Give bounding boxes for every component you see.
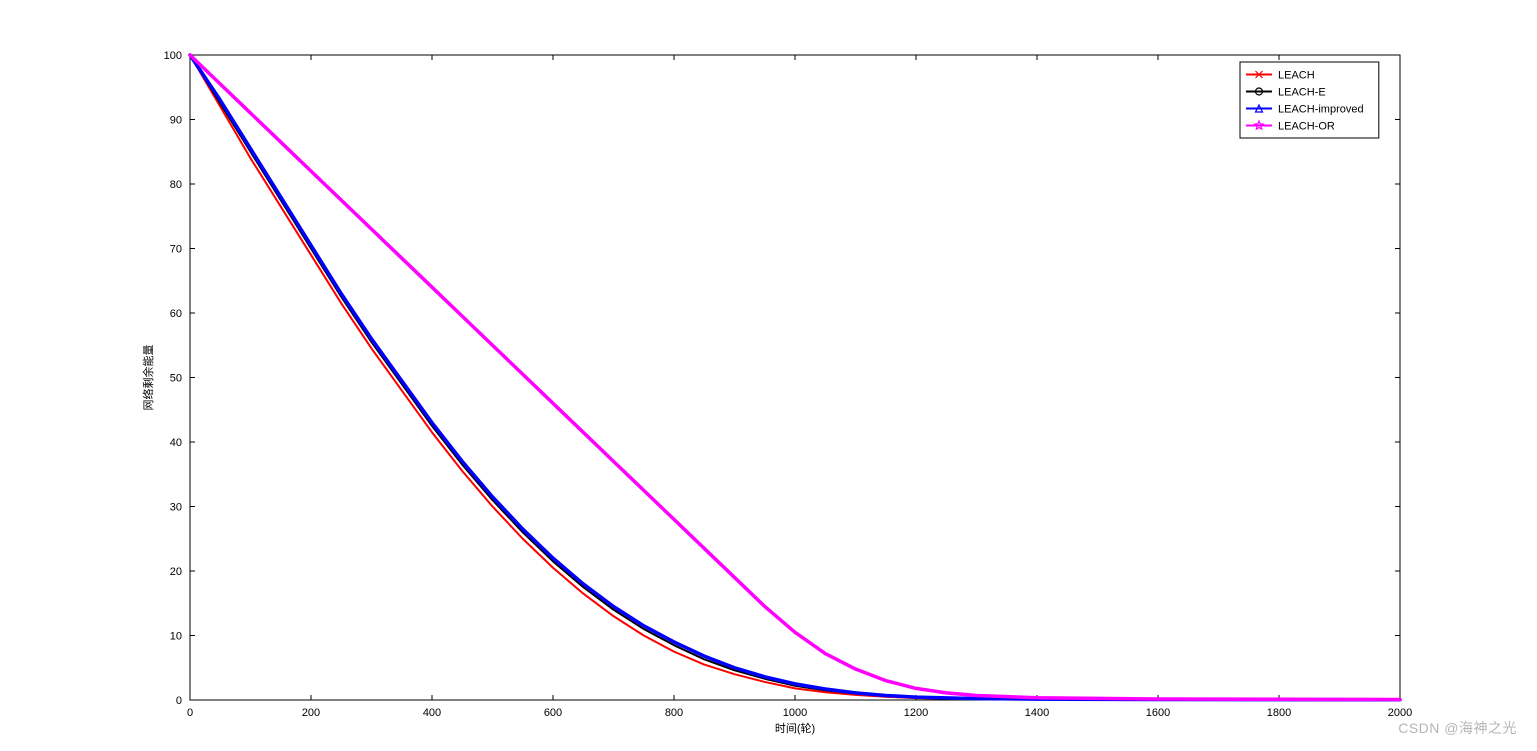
svg-text:70: 70 xyxy=(170,244,182,256)
svg-text:80: 80 xyxy=(170,179,182,191)
svg-text:1800: 1800 xyxy=(1267,707,1291,719)
svg-text:1000: 1000 xyxy=(783,707,807,719)
watermark-text: CSDN @海神之光 xyxy=(1398,718,1517,738)
svg-text:30: 30 xyxy=(170,502,182,514)
svg-text:LEACH-OR: LEACH-OR xyxy=(1278,121,1335,133)
svg-text:1400: 1400 xyxy=(1025,707,1049,719)
svg-text:10: 10 xyxy=(170,631,182,643)
svg-text:60: 60 xyxy=(170,308,182,320)
svg-text:200: 200 xyxy=(302,707,320,719)
svg-text:LEACH: LEACH xyxy=(1278,70,1315,82)
svg-text:LEACH-improved: LEACH-improved xyxy=(1278,104,1364,116)
svg-text:90: 90 xyxy=(170,115,182,127)
svg-text:0: 0 xyxy=(187,707,193,719)
svg-text:0: 0 xyxy=(176,695,182,707)
svg-text:50: 50 xyxy=(170,373,182,385)
svg-text:1200: 1200 xyxy=(904,707,928,719)
line-chart: 0200400600800100012001400160018002000010… xyxy=(0,0,1537,746)
svg-text:时间(轮): 时间(轮) xyxy=(775,721,815,735)
svg-text:400: 400 xyxy=(423,707,441,719)
svg-text:800: 800 xyxy=(665,707,683,719)
svg-text:20: 20 xyxy=(170,566,182,578)
svg-text:1600: 1600 xyxy=(1146,707,1170,719)
svg-text:600: 600 xyxy=(544,707,562,719)
svg-text:LEACH-E: LEACH-E xyxy=(1278,87,1326,99)
svg-text:网络剩余能量: 网络剩余能量 xyxy=(141,345,155,411)
chart-container: 0200400600800100012001400160018002000010… xyxy=(0,0,1537,746)
svg-text:40: 40 xyxy=(170,437,182,449)
svg-text:100: 100 xyxy=(164,50,182,62)
